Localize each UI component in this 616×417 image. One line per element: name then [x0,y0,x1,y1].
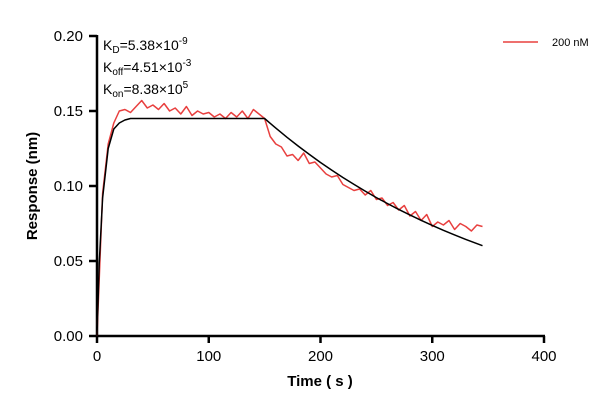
kd-annotation: KD=5.38×10-9 [103,36,188,56]
koff-annotation: Koff=4.51×10-3 [103,58,192,78]
kon-annotation: Kon=8.38×105 [103,80,189,100]
x-tick-label: 300 [420,348,445,365]
x-tick-label: 0 [93,348,101,365]
x-tick-label: 100 [196,348,221,365]
x-axis-title: Time ( s ) [287,373,353,390]
measured-curve [96,99,483,337]
x-tick-label: 200 [308,348,333,365]
y-tick-label: 0.15 [54,103,83,120]
legend: 200 nM [503,37,589,49]
legend-label: 200 nM [552,37,589,49]
y-tick-label: 0.05 [54,253,83,270]
y-tick-label: 0.10 [54,178,83,195]
y-tick-label: 0.20 [54,28,83,45]
axes: 0 100 200 300 400 0.00 0.05 0.10 0.15 0.20 [54,28,557,365]
x-tick-label: 400 [531,348,556,365]
y-axis-title: Response (nm) [24,132,41,240]
series-layer [96,99,483,337]
fit-curve [96,117,483,337]
y-tick-label: 0.00 [54,328,83,345]
kinetics-annotation: KD=5.38×10-9 Koff=4.51×10-3 Kon=8.38×105 [103,36,192,100]
